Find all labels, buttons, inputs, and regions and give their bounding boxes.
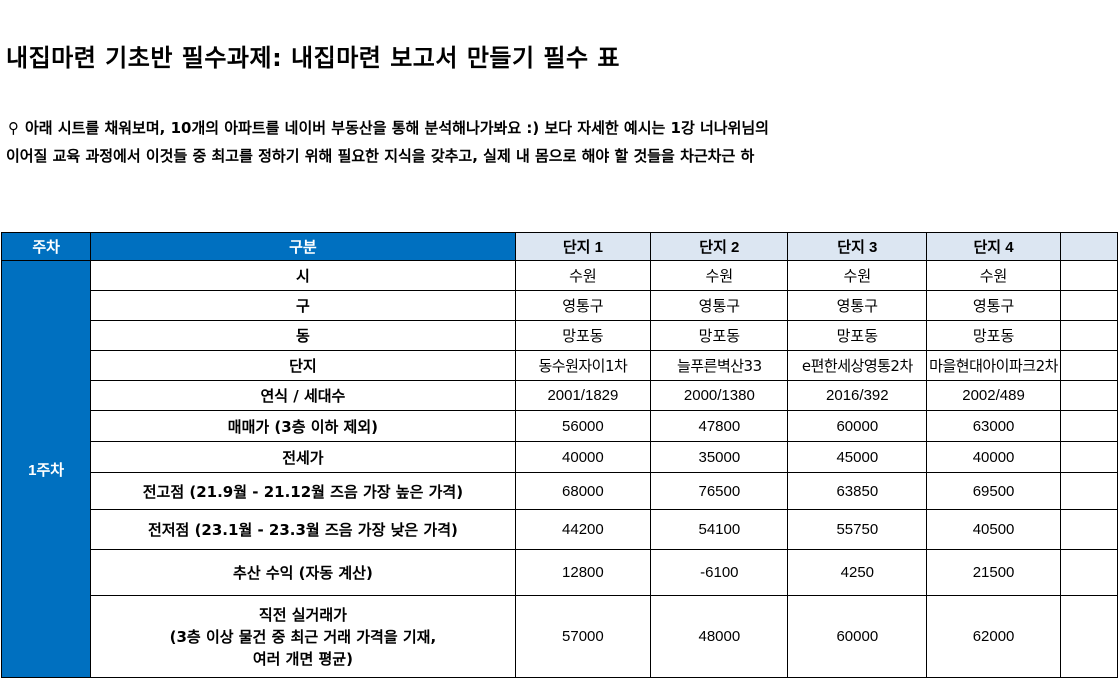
cell[interactable] (1059, 549, 1118, 596)
cell[interactable] (1059, 410, 1118, 442)
cell[interactable]: 영통구 (514, 290, 652, 321)
cell[interactable]: 54100 (650, 509, 789, 550)
header-week[interactable]: 주차 (0, 232, 92, 261)
row-label[interactable]: 단지 (90, 350, 516, 381)
cell[interactable]: 47800 (650, 410, 789, 442)
cell[interactable]: 영통구 (926, 290, 1061, 321)
cell[interactable]: 44200 (514, 509, 652, 550)
cell[interactable]: 76500 (650, 472, 789, 510)
cell[interactable] (1059, 441, 1118, 473)
row-label[interactable]: 시 (90, 260, 516, 291)
table-row: 전고점 (21.9월 - 21.12월 즈음 가장 높은 가격) 68000 7… (2, 472, 1118, 510)
cell[interactable]: e편한세상영통2차 (787, 350, 928, 381)
header-complex-3[interactable]: 단지 3 (787, 232, 928, 261)
cell[interactable]: 63000 (926, 410, 1061, 442)
cell[interactable]: 2001/1829 (514, 380, 652, 411)
table-row: 전세가 40000 35000 45000 40000 (2, 441, 1118, 473)
row-label[interactable]: 구 (90, 290, 516, 321)
row-label-line-1: 직전 실거래가 (258, 605, 347, 624)
description-text-1: 아래 시트를 채워보며, 10개의 아파트를 네이버 부동산을 통해 분석해나가… (25, 119, 769, 137)
cell[interactable]: 35000 (650, 441, 789, 473)
cell[interactable]: 62000 (926, 595, 1061, 678)
cell[interactable]: 늘푸른벽산33 (650, 350, 789, 381)
row-label[interactable]: 전고점 (21.9월 - 21.12월 즈음 가장 높은 가격) (90, 472, 516, 510)
cell[interactable]: 2000/1380 (650, 380, 789, 411)
cell[interactable]: 60000 (787, 595, 928, 678)
row-label-line-3: 여러 개면 평균) (252, 649, 353, 668)
cell[interactable]: 55750 (787, 509, 928, 550)
table-row: 단지 동수원자이1차 늘푸른벽산33 e편한세상영통2차 마을현대아이파크2차 (2, 350, 1118, 381)
row-label-line-2: (3층 이상 물건 중 최근 거래 가격을 기재, (169, 627, 437, 646)
cell[interactable]: 40500 (926, 509, 1061, 550)
cell[interactable]: 40000 (514, 441, 652, 473)
cell[interactable]: 60000 (787, 410, 928, 442)
cell[interactable]: 63850 (787, 472, 928, 510)
cell[interactable]: 21500 (926, 549, 1061, 596)
cell[interactable]: 45000 (787, 441, 928, 473)
week-cell[interactable]: 1주차 (0, 260, 92, 678)
cell[interactable]: 12800 (514, 549, 652, 596)
row-label[interactable]: 전저점 (23.1월 - 23.3월 즈음 가장 낮은 가격) (90, 509, 516, 550)
header-complex-1[interactable]: 단지 1 (514, 232, 652, 261)
table-row: 연식 / 세대수 2001/1829 2000/1380 2016/392 20… (2, 380, 1118, 411)
header-complex-2[interactable]: 단지 2 (650, 232, 789, 261)
cell[interactable]: 영통구 (787, 290, 928, 321)
header-row: 주차 구분 단지 1 단지 2 단지 3 단지 4 (0, 232, 1118, 261)
cell[interactable] (1059, 260, 1118, 291)
cell[interactable] (1059, 380, 1118, 411)
cell[interactable]: 57000 (514, 595, 652, 678)
header-complex-5-partial[interactable] (1059, 232, 1118, 261)
cell[interactable]: 56000 (514, 410, 652, 442)
row-label[interactable]: 연식 / 세대수 (90, 380, 516, 411)
cell[interactable] (1059, 320, 1118, 351)
row-label[interactable]: 직전 실거래가 (3층 이상 물건 중 최근 거래 가격을 기재, 여러 개면 … (90, 595, 516, 678)
cell[interactable]: 4250 (787, 549, 928, 596)
table-row: 동 망포동 망포동 망포동 망포동 (2, 320, 1118, 351)
table-row: 매매가 (3층 이하 제외) 56000 47800 60000 63000 (2, 410, 1118, 442)
report-table: 주차 구분 단지 1 단지 2 단지 3 단지 4 1주차 시 수원 수원 수원… (0, 232, 1118, 678)
cell[interactable] (1059, 509, 1118, 550)
cell[interactable] (1059, 472, 1118, 510)
cell[interactable]: 수원 (787, 260, 928, 291)
cell[interactable]: 수원 (650, 260, 789, 291)
page-title: 내집마련 기초반 필수과제: 내집마련 보고서 만들기 필수 표 (6, 44, 621, 72)
cell[interactable]: -6100 (650, 549, 789, 596)
cell[interactable]: 2002/489 (926, 380, 1061, 411)
header-complex-4[interactable]: 단지 4 (926, 232, 1061, 261)
cell[interactable]: 동수원자이1차 (514, 350, 652, 381)
table-row: 구 영통구 영통구 영통구 영통구 (2, 290, 1118, 321)
cell[interactable]: 영통구 (650, 290, 789, 321)
cell[interactable]: 수원 (926, 260, 1061, 291)
cell[interactable]: 수원 (514, 260, 652, 291)
cell[interactable]: 48000 (650, 595, 789, 678)
cell[interactable]: 40000 (926, 441, 1061, 473)
cell[interactable]: 68000 (514, 472, 652, 510)
map-pin-icon: ⚲ (8, 119, 19, 137)
cell[interactable]: 69500 (926, 472, 1061, 510)
cell[interactable] (1059, 350, 1118, 381)
cell[interactable]: 망포동 (514, 320, 652, 351)
cell[interactable] (1059, 290, 1118, 321)
table-row: 직전 실거래가 (3층 이상 물건 중 최근 거래 가격을 기재, 여러 개면 … (2, 595, 1118, 678)
cell[interactable]: 마을현대아이파크2차 (926, 350, 1061, 381)
header-category[interactable]: 구분 (90, 232, 516, 261)
description-line-1: ⚲ 아래 시트를 채워보며, 10개의 아파트를 네이버 부동산을 통해 분석해나… (6, 117, 769, 138)
description-line-2: 이어질 교육 과정에서 이것들 중 최고를 정하기 위해 필요한 지식을 갖추고… (6, 147, 755, 165)
table-row: 1주차 시 수원 수원 수원 수원 (0, 260, 1118, 678)
table-row: 전저점 (23.1월 - 23.3월 즈음 가장 낮은 가격) 44200 54… (2, 509, 1118, 550)
row-label[interactable]: 매매가 (3층 이하 제외) (90, 410, 516, 442)
row-label[interactable]: 추산 수익 (자동 계산) (90, 549, 516, 596)
row-label[interactable]: 동 (90, 320, 516, 351)
row-label[interactable]: 전세가 (90, 441, 516, 473)
cell[interactable]: 망포동 (650, 320, 789, 351)
cell[interactable]: 망포동 (787, 320, 928, 351)
cell[interactable]: 2016/392 (787, 380, 928, 411)
cell[interactable]: 망포동 (926, 320, 1061, 351)
cell[interactable] (1059, 595, 1118, 678)
table-row: 추산 수익 (자동 계산) 12800 -6100 4250 21500 (2, 549, 1118, 596)
